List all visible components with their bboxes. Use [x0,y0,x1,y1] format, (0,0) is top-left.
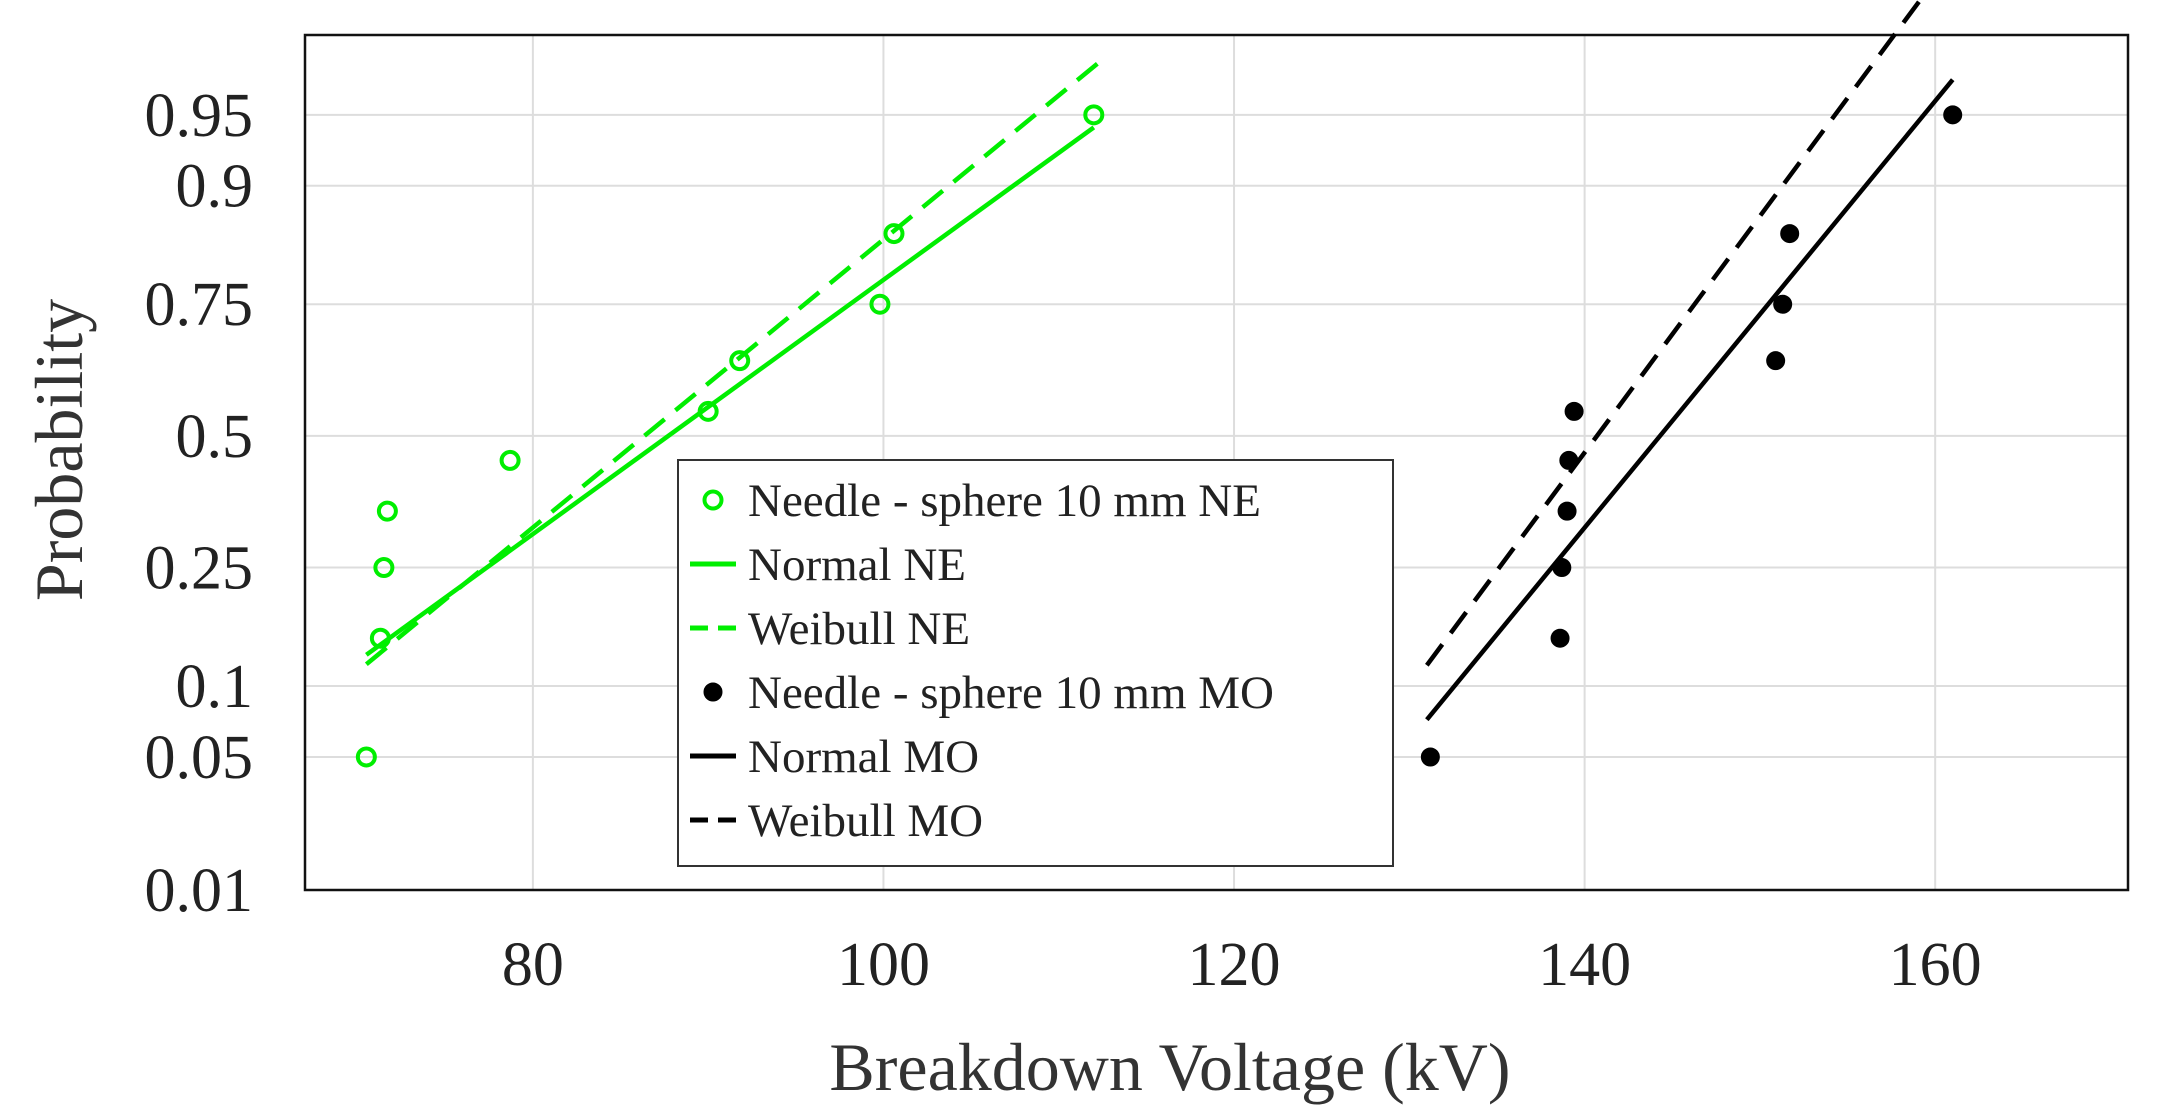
data-point [373,557,395,579]
x-tick-label: 80 [502,931,564,999]
x-axis-label: Breakdown Voltage (kV) [829,1029,1510,1105]
series-4 [1420,105,1963,767]
data-point [869,293,891,315]
y-tick-label: 0.5 [176,403,254,471]
y-axis-label: Probability [21,299,97,601]
y-tick-label: 0.75 [145,271,254,339]
series-6 [1425,0,1924,667]
data-series [355,0,1963,768]
y-tick-label: 0.9 [176,153,254,221]
series-1 [355,104,1105,768]
data-point [883,223,905,245]
legend-marker-swatch [703,682,723,702]
y-tick-label: 0.25 [145,535,254,603]
x-tick-label: 160 [1889,931,1982,999]
fit-line [1425,0,1924,667]
legend-entry-label: Needle - sphere 10 mm NE [748,475,1261,527]
legend-marker-swatch [702,489,724,511]
x-tick-label: 140 [1538,931,1631,999]
x-tick-label: 120 [1188,931,1281,999]
legend-entry-label: Needle - sphere 10 mm MO [748,667,1274,719]
data-point [376,500,398,522]
legend: Needle - sphere 10 mm NE Normal NE Weibull… [677,459,1394,867]
data-point [1083,104,1105,126]
legend-box [677,459,1394,867]
y-tick-label: 0.01 [145,857,254,925]
data-point [1943,105,1963,125]
y-tick-label: 0.95 [145,82,254,150]
series-5 [1425,78,1955,722]
data-point [1780,224,1800,244]
data-point [1564,401,1584,421]
legend-entry-label: Normal NE [748,539,966,591]
x-tick-label: 100 [837,931,930,999]
x-axis-ticks: 80 100 120 140 160 [502,931,1982,999]
legend-entry-label: Weibull MO [748,795,983,847]
y-tick-label: 0.1 [176,653,254,721]
plot-area-frame [303,33,2130,892]
data-point [1550,628,1570,648]
legend-entry-label: Normal MO [748,731,979,783]
series-2 [365,125,1096,657]
data-point [1773,294,1793,314]
data-point [1766,351,1786,371]
data-point [355,746,377,768]
legend-entry-label: Weibull NE [748,603,970,655]
data-point [1420,747,1440,767]
fit-line [365,125,1096,657]
data-point [729,350,751,372]
fit-line [1425,78,1955,722]
y-tick-label: 0.05 [145,724,254,792]
data-point [499,449,521,471]
y-axis-ticks: 0.01 0.050.1 0.25 0.5 0.75 0.90.95 [145,82,254,925]
data-point [1557,501,1577,521]
